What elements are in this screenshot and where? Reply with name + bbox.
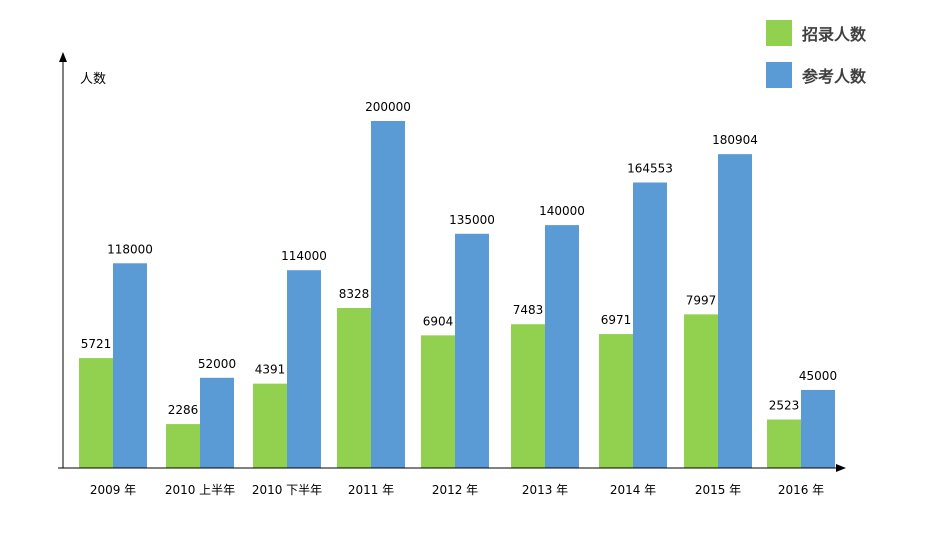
data-label-applicants-5: 140000 xyxy=(539,204,585,218)
data-labels-layer: 5721 118000 2286 52000 4391 114000 8328 200000 6… xyxy=(81,100,837,417)
data-label-recruited-3: 8328 xyxy=(339,287,370,301)
x-axis-arrow-icon xyxy=(836,464,846,472)
legend-label-applicants: 参考人数 xyxy=(802,67,867,86)
data-label-applicants-4: 135000 xyxy=(449,213,495,227)
x-tick-labels-layer: 2009 年 2010 上半年 2010 下半年 2011 年 2012 年 2013 年… xyxy=(90,483,824,497)
bar-applicants-1 xyxy=(200,377,234,468)
x-tick-label-4: 2012 年 xyxy=(432,483,478,497)
data-label-recruited-6: 6971 xyxy=(601,313,632,327)
legend: 招录人数 参考人数 xyxy=(766,20,866,104)
bar-applicants-7 xyxy=(718,154,752,468)
x-tick-label-5: 2013 年 xyxy=(522,483,568,497)
legend-swatch-recruited xyxy=(766,20,792,46)
x-tick-label-1: 2010 上半年 xyxy=(165,483,235,497)
data-label-recruited-5: 7483 xyxy=(513,303,544,317)
data-label-applicants-7: 180904 xyxy=(712,133,758,147)
bar-applicants-4 xyxy=(455,233,489,468)
x-tick-label-8: 2016 年 xyxy=(778,483,824,497)
x-tick-label-6: 2014 年 xyxy=(610,483,656,497)
bar-recruited-1 xyxy=(166,424,200,468)
legend-item-recruited: 招录人数 xyxy=(766,20,866,46)
axes-layer: 人数 xyxy=(58,52,846,472)
x-tick-label-7: 2015 年 xyxy=(695,483,741,497)
data-label-applicants-6: 164553 xyxy=(627,162,673,176)
x-tick-label-2: 2010 下半年 xyxy=(252,483,322,497)
bar-recruited-8 xyxy=(767,419,801,468)
data-label-recruited-8: 2523 xyxy=(769,399,800,413)
data-label-recruited-0: 5721 xyxy=(81,337,112,351)
bar-recruited-3 xyxy=(337,308,371,468)
bar-applicants-2 xyxy=(287,270,321,468)
bars-layer xyxy=(79,121,835,468)
bar-applicants-5 xyxy=(545,225,579,468)
data-label-applicants-8: 45000 xyxy=(799,369,837,383)
y-axis-label: 人数 xyxy=(80,72,106,87)
bar-recruited-4 xyxy=(421,335,455,468)
data-label-recruited-4: 6904 xyxy=(423,314,454,328)
bar-applicants-3 xyxy=(371,121,405,468)
bar-applicants-6 xyxy=(633,182,667,468)
bar-recruited-2 xyxy=(253,383,287,468)
bar-recruited-0 xyxy=(79,358,113,468)
legend-label-recruited: 招录人数 xyxy=(802,25,867,44)
y-axis-arrow-icon xyxy=(59,52,67,62)
data-label-recruited-1: 2286 xyxy=(168,403,199,417)
bar-applicants-8 xyxy=(801,389,835,468)
legend-swatch-applicants xyxy=(766,62,792,88)
x-tick-label-0: 2009 年 xyxy=(90,483,136,497)
data-label-recruited-7: 7997 xyxy=(686,293,717,307)
data-label-applicants-0: 118000 xyxy=(107,242,153,256)
bar-applicants-0 xyxy=(113,263,147,468)
data-label-applicants-3: 200000 xyxy=(365,100,411,114)
bar-recruited-6 xyxy=(599,334,633,468)
bar-recruited-5 xyxy=(511,324,545,468)
x-tick-label-3: 2011 年 xyxy=(348,483,394,497)
data-label-applicants-1: 52000 xyxy=(198,357,236,371)
bar-recruited-7 xyxy=(684,314,718,468)
legend-item-applicants: 参考人数 xyxy=(766,62,866,88)
data-label-recruited-2: 4391 xyxy=(255,363,286,377)
data-label-applicants-2: 114000 xyxy=(281,249,327,263)
